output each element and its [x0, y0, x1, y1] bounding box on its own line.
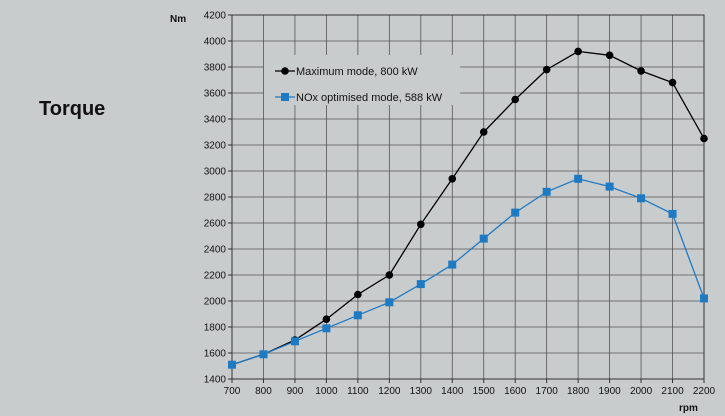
- x-tick-label: 1600: [504, 386, 527, 397]
- y-tick-label: 4000: [204, 37, 227, 48]
- legend-marker-2: [281, 93, 289, 101]
- data-point-series-1: [637, 67, 645, 75]
- legend-label-1: Maximum mode, 800 kW: [296, 66, 418, 78]
- legend-label-2: NOx optimised mode, 588 kW: [296, 92, 443, 104]
- y-tick-label: 2400: [204, 245, 227, 256]
- x-tick-label: 800: [255, 386, 272, 397]
- y-tick-label: 1400: [204, 375, 227, 386]
- data-point-series-2: [385, 298, 394, 307]
- y-tick-label: 2000: [204, 297, 227, 308]
- data-point-series-2: [228, 360, 236, 369]
- axes: [228, 14, 705, 383]
- y-tick-label: 3200: [204, 141, 227, 152]
- y-tick-label: 3400: [204, 115, 227, 126]
- data-point-series-2: [511, 208, 520, 217]
- y-axis-unit: Nm: [170, 14, 186, 25]
- data-point-series-1: [417, 220, 425, 229]
- data-point-series-2: [542, 187, 551, 196]
- data-point-series-2: [259, 350, 268, 359]
- x-tick-labels: 700 800 900 1000 1100 1200 1300 1400 1500 1600 170…: [224, 386, 716, 397]
- x-tick-label: 1100: [347, 386, 369, 397]
- series-line-1: [231, 50, 705, 366]
- x-tick-label: 1400: [441, 386, 464, 397]
- legend: Maximum mode, 800 kW NOx optimised mode, …: [264, 55, 460, 105]
- legend-box: [264, 55, 460, 105]
- series-line-2: [231, 178, 705, 366]
- data-point-series-1: [385, 271, 394, 279]
- y-tick-label: 3800: [204, 63, 227, 74]
- x-tick-label: 2000: [630, 386, 653, 397]
- data-point-series-2: [574, 174, 583, 183]
- y-tick-label: 3000: [204, 167, 227, 178]
- y-tick-label: 1800: [204, 323, 227, 334]
- y-tick-label: 2800: [204, 193, 227, 204]
- plot-frame: [231, 14, 705, 380]
- data-point-series-2: [322, 324, 331, 333]
- x-tick-label: 1300: [410, 386, 433, 397]
- x-tick-label: 1900: [598, 386, 621, 397]
- data-point-series-1: [700, 134, 708, 143]
- data-point-series-1: [354, 290, 362, 299]
- side-title: Torque: [39, 98, 106, 120]
- data-point-series-2: [700, 294, 708, 303]
- x-tick-label: 2200: [693, 386, 716, 397]
- x-tick-label: 1500: [473, 386, 496, 397]
- y-tick-label: 2600: [204, 219, 227, 230]
- x-tick-label: 1800: [567, 386, 590, 397]
- x-tick-label: 1700: [536, 386, 559, 397]
- data-point-series-2: [605, 182, 614, 191]
- data-point-series-2: [290, 337, 299, 346]
- y-tick-label: 3600: [204, 89, 227, 100]
- x-tick-label: 1200: [378, 386, 401, 397]
- data-point-series-1: [511, 95, 519, 104]
- data-point-series-1: [542, 65, 551, 74]
- data-point-series-1: [574, 47, 582, 56]
- x-tick-label: 1000: [315, 386, 338, 397]
- data-point-series-2: [448, 260, 457, 269]
- data-point-series-2: [416, 280, 425, 289]
- data-point-series-1: [668, 78, 677, 87]
- x-tick-label: 900: [287, 386, 304, 397]
- data-point-series-1: [605, 51, 614, 60]
- series-group: [228, 47, 708, 369]
- legend-marker-1: [281, 67, 289, 75]
- y-tick-label: 2200: [204, 271, 227, 282]
- x-axis-unit: rpm: [679, 403, 698, 414]
- data-point-series-2: [637, 194, 646, 203]
- data-point-series-2: [479, 234, 488, 243]
- x-tick-label: 2100: [661, 386, 684, 397]
- x-tick-label: 700: [224, 386, 241, 397]
- data-point-series-2: [353, 311, 362, 320]
- data-point-series-2: [668, 209, 677, 218]
- y-tick-labels: 1400 1600 1800 2000 2200 2400 2600 2800 3000 3200…: [204, 11, 227, 386]
- y-tick-label: 1600: [204, 349, 227, 360]
- y-tick-label: 4200: [204, 11, 227, 22]
- data-point-series-1: [448, 175, 457, 183]
- data-point-series-1: [322, 315, 331, 324]
- data-point-series-1: [479, 128, 488, 136]
